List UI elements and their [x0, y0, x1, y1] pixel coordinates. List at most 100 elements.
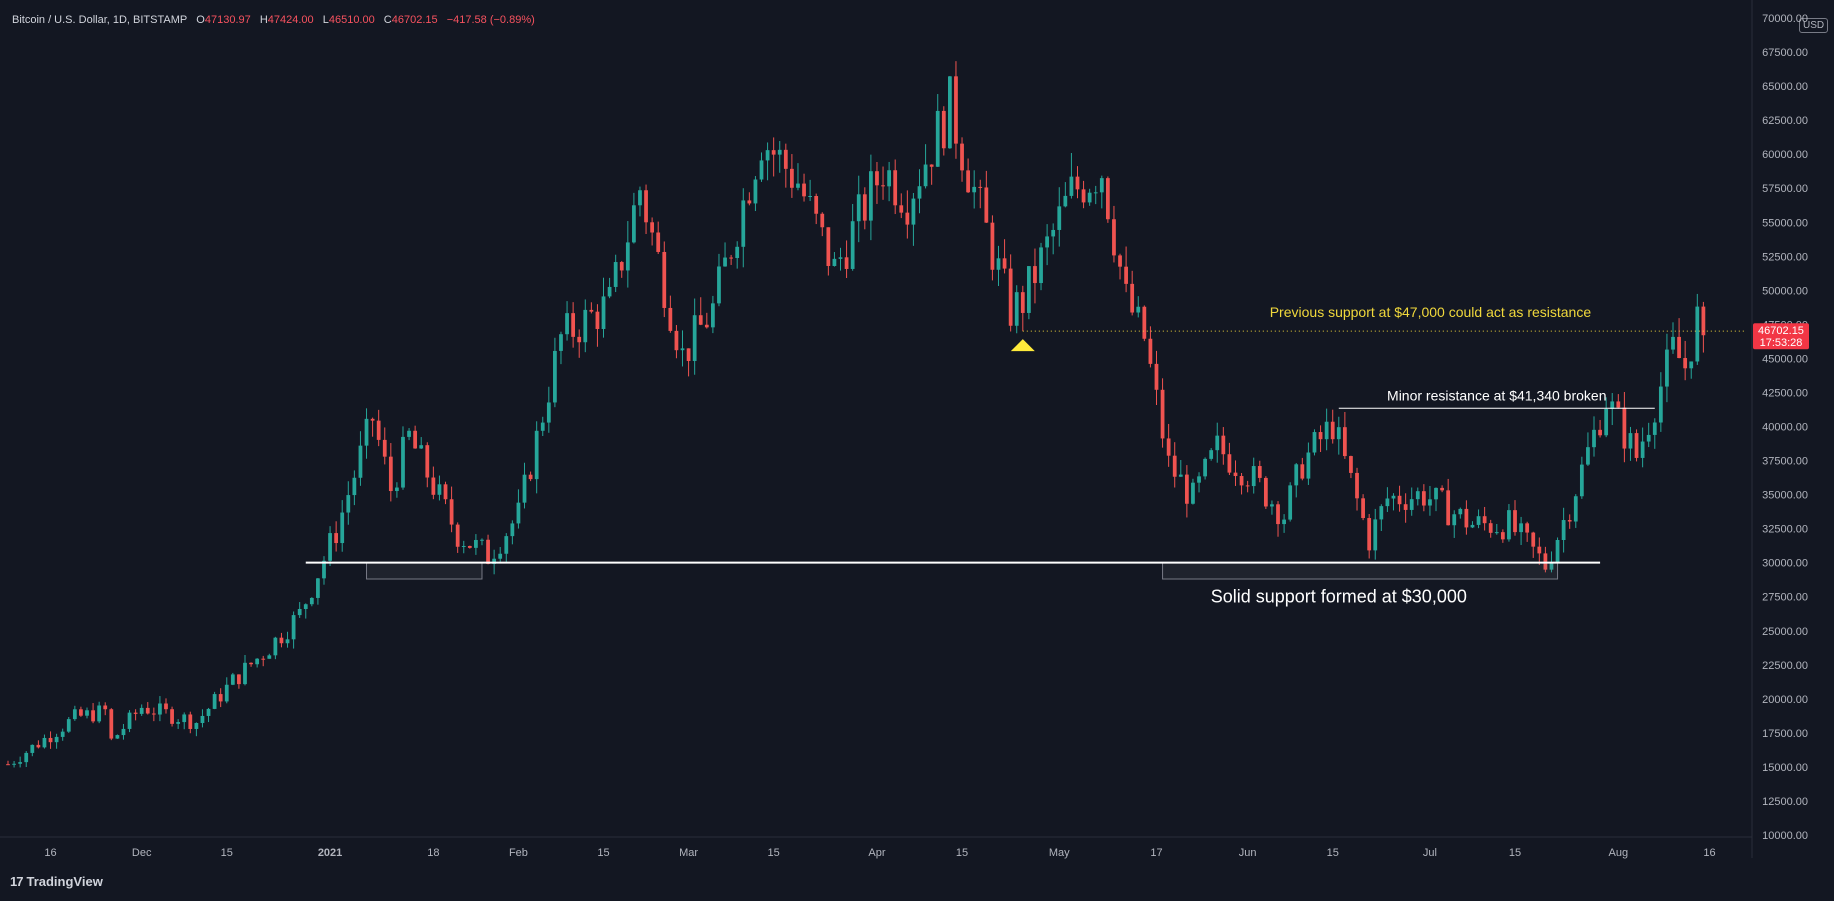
candle-body: [814, 195, 819, 214]
candles-layer: [6, 61, 1706, 768]
candle-body: [1367, 518, 1372, 551]
candle: [1500, 529, 1505, 543]
candle-body: [200, 715, 205, 724]
candle-body: [1178, 474, 1183, 477]
candle: [1415, 487, 1420, 506]
candle: [449, 486, 454, 533]
price-tick-label: 22500.00: [1762, 660, 1808, 672]
candle-body: [796, 183, 800, 188]
candle-body: [966, 170, 970, 193]
candle: [1646, 422, 1651, 448]
candle: [1391, 493, 1396, 511]
candle: [18, 756, 23, 768]
candle: [388, 443, 393, 502]
price-tick-label: 17500.00: [1762, 728, 1808, 740]
candle-body: [1361, 498, 1365, 519]
candle-body: [121, 728, 126, 736]
candle: [1294, 463, 1299, 498]
candle: [559, 331, 563, 365]
candle-body: [1464, 508, 1469, 528]
candle: [200, 709, 205, 728]
candle-body: [692, 315, 697, 361]
candle: [230, 672, 235, 686]
candle-body: [1288, 485, 1293, 520]
candle: [540, 416, 545, 437]
candle: [395, 482, 399, 498]
candle-body: [1531, 532, 1536, 547]
candle-body: [79, 709, 83, 716]
candle-body: [1124, 266, 1128, 284]
candle-body: [777, 149, 782, 155]
candle-body: [407, 430, 411, 437]
candle-body: [18, 762, 23, 764]
candle: [1701, 301, 1706, 353]
candle: [36, 740, 41, 749]
candle-body: [838, 257, 843, 259]
candle-body: [170, 709, 174, 724]
candle: [352, 470, 357, 506]
time-tick-label: 16: [44, 847, 56, 859]
candle-body: [802, 183, 806, 197]
candle-body: [1671, 336, 1675, 350]
candle-body: [1482, 516, 1487, 524]
candle-body: [607, 286, 612, 297]
candle-body: [364, 418, 369, 446]
candle-body: [1683, 358, 1688, 369]
time-tick-label: Dec: [132, 847, 152, 859]
candle-body: [376, 420, 381, 440]
candle: [613, 254, 618, 293]
candle-body: [1197, 476, 1201, 483]
candle: [735, 241, 740, 269]
candle-body: [790, 168, 794, 188]
candle-body: [1409, 499, 1414, 510]
candle-body: [60, 731, 65, 737]
candle-body: [540, 422, 545, 431]
candle-body: [419, 445, 424, 449]
candle: [1403, 493, 1408, 523]
candle-body: [996, 258, 1001, 270]
candle: [1166, 423, 1171, 467]
candle: [1397, 485, 1402, 512]
candle: [1622, 392, 1627, 463]
candle: [1312, 429, 1317, 456]
price-badge-box: [1753, 323, 1809, 350]
currency-button[interactable]: USD: [1799, 18, 1829, 33]
candle: [151, 707, 156, 722]
candle-body: [1270, 504, 1274, 507]
candle-body: [1634, 433, 1639, 458]
time-axis[interactable]: 16 Dec 15 2021 18 Feb 15 Mar 15 Apr 15 May 17 Jun 15 Ju…: [0, 836, 1752, 859]
candle: [923, 144, 928, 189]
candle: [881, 166, 885, 200]
candle: [237, 674, 241, 689]
candle-body: [1318, 432, 1323, 440]
candle: [133, 709, 138, 721]
candle: [182, 712, 187, 730]
candle-body: [595, 311, 600, 329]
candle-body: [334, 533, 339, 544]
candle-body: [1652, 422, 1657, 435]
candle: [1087, 188, 1092, 206]
tradingview-brand[interactable]: 17 TradingView: [10, 874, 103, 889]
candle: [1616, 394, 1621, 409]
candle-body: [1695, 306, 1700, 362]
candle: [625, 221, 630, 288]
price-tick-label: 25000.00: [1762, 626, 1808, 638]
candle: [1349, 455, 1353, 479]
candle: [1014, 285, 1019, 334]
symbol-title: Bitcoin / U.S. Dollar, 1D, BITSTAMP: [12, 14, 188, 26]
candle: [698, 297, 703, 326]
candle: [1604, 397, 1609, 438]
price-tick-label: 60000.00: [1762, 149, 1808, 161]
candle-body: [395, 487, 399, 492]
candle-body: [589, 309, 594, 312]
candle-body: [1494, 532, 1499, 534]
price-tick-label: 65000.00: [1762, 81, 1808, 93]
candle-body: [954, 76, 958, 144]
price-axis[interactable]: 10000.00 12500.00 15000.00 17500.00 20000.00…: [1751, 0, 1808, 858]
previous-support-label: Previous support at $47,000 could act as…: [1270, 304, 1592, 320]
candle: [802, 173, 806, 202]
candle: [1452, 510, 1457, 538]
candle-body: [522, 474, 527, 503]
candle-body: [218, 694, 223, 702]
